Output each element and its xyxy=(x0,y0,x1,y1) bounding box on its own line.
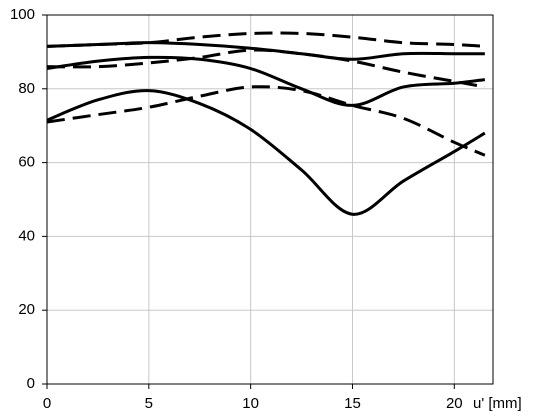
y-tick-label: 80 xyxy=(18,80,35,97)
data-line xyxy=(46,89,486,216)
y-tick-label: 0 xyxy=(27,375,35,392)
data-line xyxy=(46,48,486,89)
y-tick-label: 60 xyxy=(18,154,35,171)
x-tick-label: 15 xyxy=(344,395,361,412)
x-tick-label: 0 xyxy=(43,395,51,412)
data-line xyxy=(46,85,486,157)
data-line xyxy=(46,55,486,107)
plot-frame xyxy=(46,14,494,385)
x-axis-label: u' [mm] xyxy=(473,395,522,412)
data-line xyxy=(46,41,485,61)
x-tick-label: 5 xyxy=(145,395,153,412)
data-line xyxy=(46,31,485,48)
x-tick-label: 20 xyxy=(446,395,463,412)
y-tick-label: 40 xyxy=(18,227,35,244)
x-tick-label: 10 xyxy=(242,395,259,412)
y-tick-label: 100 xyxy=(10,6,35,23)
y-tick-label: 20 xyxy=(18,301,35,318)
